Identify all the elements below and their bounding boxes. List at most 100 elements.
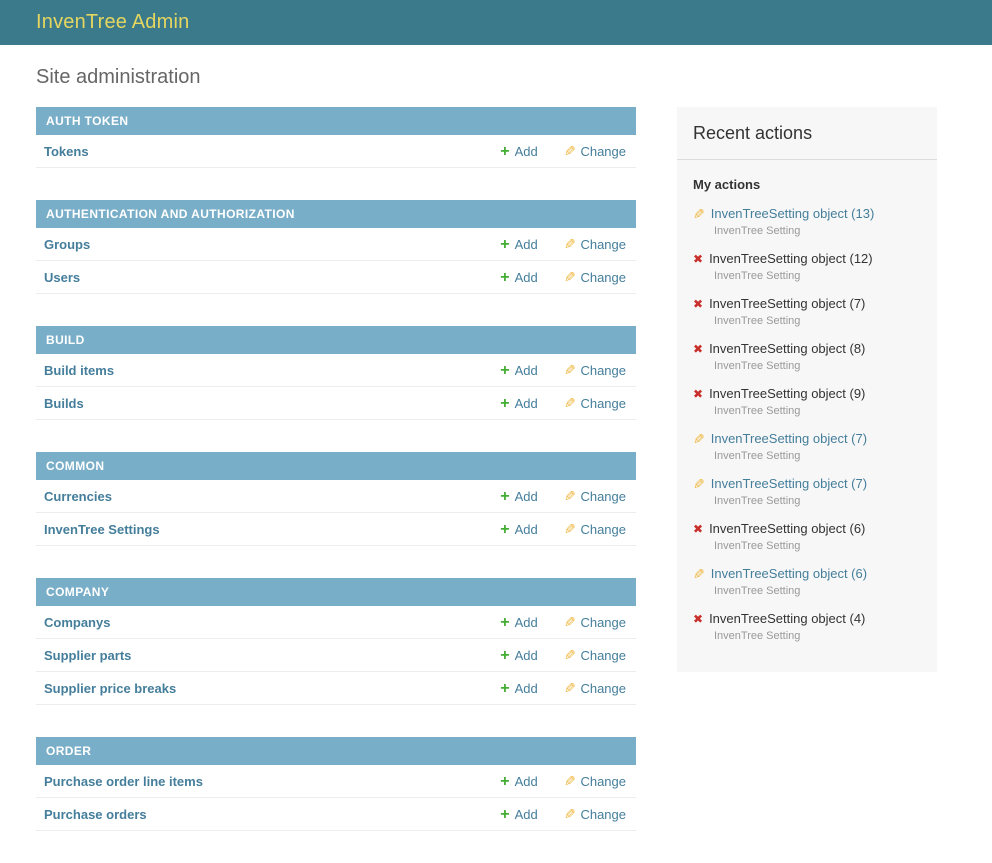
model-row: Build items + Add ✎ Change <box>36 354 636 387</box>
model-link[interactable]: Companys <box>44 614 111 630</box>
recent-action-link[interactable]: InvenTreeSetting object (13) <box>710 206 875 221</box>
model-link[interactable]: Purchase orders <box>44 806 147 822</box>
model-row: Purchase orders + Add ✎ Change <box>36 798 636 831</box>
add-label: Add <box>514 269 538 285</box>
add-link[interactable]: + Add <box>500 773 537 789</box>
change-label: Change <box>580 773 626 789</box>
recent-action-item: ✎ InvenTreeSetting object (7) InvenTree Se… <box>693 476 921 508</box>
change-link[interactable]: ✎ Change <box>563 142 626 159</box>
add-link[interactable]: + Add <box>500 679 537 697</box>
recent-action-link[interactable]: InvenTreeSetting object (6) <box>710 566 868 581</box>
pencil-icon: ✎ <box>693 430 705 447</box>
change-link[interactable]: ✎ Change <box>564 236 626 252</box>
change-link[interactable]: ✎ Change <box>563 805 626 822</box>
model-link[interactable]: Builds <box>44 395 84 411</box>
recent-actions-list: ✎ InvenTreeSetting object (13) InvenTree S… <box>693 206 921 643</box>
recent-action-item: ✖ InvenTreeSetting object (8) InvenTree Se… <box>693 341 921 372</box>
pencil-icon: ✎ <box>563 520 576 537</box>
delete-icon: ✖ <box>693 296 704 311</box>
recent-action-line: ✖ InvenTreeSetting object (9) <box>693 386 921 402</box>
change-link[interactable]: ✎ Change <box>564 395 626 411</box>
delete-icon: ✖ <box>693 386 704 401</box>
add-link[interactable]: + Add <box>500 521 537 537</box>
recent-action-item: ✖ InvenTreeSetting object (7) InvenTree Se… <box>693 296 921 327</box>
model-link[interactable]: Users <box>44 269 81 285</box>
pencil-icon: ✎ <box>563 142 576 159</box>
recent-action-object-type: InvenTree Setting <box>714 405 801 417</box>
model-link[interactable]: Purchase order line items <box>44 773 203 789</box>
recent-action-link[interactable]: InvenTreeSetting object (7) <box>710 476 868 491</box>
change-label: Change <box>580 236 626 252</box>
recent-action-link[interactable]: InvenTreeSetting object (7) <box>710 431 868 446</box>
module-caption: ORDER <box>36 737 636 765</box>
add-link[interactable]: + Add <box>500 614 537 630</box>
change-link[interactable]: ✎ Change <box>564 647 626 663</box>
app-module: COMPANY Companys + Add ✎ Change Supplier parts… <box>36 578 636 705</box>
row-actions: + Add ✎ Change <box>500 142 626 160</box>
recent-action-object-type: InvenTree Setting <box>714 495 801 507</box>
plus-icon: + <box>500 361 510 379</box>
change-label: Change <box>580 488 626 504</box>
model-link[interactable]: InvenTree Settings <box>44 521 160 537</box>
plus-icon: + <box>500 679 510 697</box>
row-actions: + Add ✎ Change <box>500 395 626 412</box>
page-title: Site administration <box>36 66 201 88</box>
model-link[interactable]: Build items <box>44 362 115 378</box>
change-link[interactable]: ✎ Change <box>563 613 626 630</box>
recent-action-item: ✎ InvenTreeSetting object (6) InvenTree Se… <box>693 565 921 598</box>
change-link[interactable]: ✎ Change <box>564 773 626 789</box>
add-link[interactable]: + Add <box>500 236 538 252</box>
add-link[interactable]: + Add <box>500 268 538 286</box>
model-row: Supplier parts + Add ✎ Change <box>36 639 636 672</box>
app-module: AUTHENTICATION AND AUTHORIZATION Groups + A… <box>36 200 636 294</box>
admin-header: InvenTree Admin <box>0 0 992 45</box>
recent-action-item: ✎ InvenTreeSetting object (13) InvenTree S… <box>693 206 921 238</box>
app-module: COMMON Currencies + Add ✎ Change InvenTree Set… <box>36 452 636 546</box>
change-link[interactable]: ✎ Change <box>564 362 626 378</box>
module-caption: AUTH TOKEN <box>36 107 636 135</box>
model-row: Currencies + Add ✎ Change <box>36 480 636 513</box>
add-label: Add <box>514 362 538 378</box>
add-link[interactable]: + Add <box>500 395 537 411</box>
recent-action-object-type: InvenTree Setting <box>714 360 801 372</box>
recent-action-item: ✖ InvenTreeSetting object (6) InvenTree Se… <box>693 521 921 552</box>
recent-actions-body: My actions ✎ InvenTreeSetting object (13)… <box>677 160 937 672</box>
recent-action-object-type: InvenTree Setting <box>714 270 801 282</box>
add-link[interactable]: + Add <box>500 488 537 504</box>
recent-action-line: ✖ InvenTreeSetting object (12) <box>693 251 921 267</box>
row-actions: + Add ✎ Change <box>500 236 626 253</box>
add-link[interactable]: + Add <box>500 806 537 822</box>
row-actions: + Add ✎ Change <box>500 613 626 631</box>
change-link[interactable]: ✎ Change <box>563 520 626 537</box>
pencil-icon: ✎ <box>693 565 705 582</box>
add-link[interactable]: + Add <box>500 361 538 379</box>
pencil-icon: ✎ <box>563 613 576 630</box>
recent-action-item: ✖ InvenTreeSetting object (12) InvenTree S… <box>693 251 921 282</box>
app-module: ORDER Purchase order line items + Add ✎ Chang… <box>36 737 636 831</box>
add-link[interactable]: + Add <box>500 143 537 159</box>
pencil-icon: ✎ <box>563 805 576 822</box>
add-link[interactable]: + Add <box>500 647 537 663</box>
recent-action-item: ✎ InvenTreeSetting object (7) InvenTree Se… <box>693 430 921 463</box>
site-brand-link[interactable]: InvenTree Admin <box>36 11 190 33</box>
change-link[interactable]: ✎ Change <box>564 488 626 504</box>
change-label: Change <box>580 647 626 663</box>
row-actions: + Add ✎ Change <box>500 361 626 379</box>
model-link[interactable]: Currencies <box>44 488 112 504</box>
model-link[interactable]: Groups <box>44 236 91 252</box>
model-link[interactable]: Tokens <box>44 143 89 159</box>
model-row: Users + Add ✎ Change <box>36 261 636 294</box>
change-link[interactable]: ✎ Change <box>564 269 626 285</box>
recent-action-line: ✖ InvenTreeSetting object (8) <box>693 341 921 357</box>
model-row: InvenTree Settings + Add ✎ Change <box>36 513 636 546</box>
model-link[interactable]: Supplier price breaks <box>44 680 177 696</box>
add-label: Add <box>514 236 538 252</box>
recent-action-object-type: InvenTree Setting <box>714 585 801 597</box>
row-actions: + Add ✎ Change <box>500 488 626 505</box>
recent-action-label: InvenTreeSetting object (4) <box>709 611 866 626</box>
model-link[interactable]: Supplier parts <box>44 647 132 663</box>
recent-action-label: InvenTreeSetting object (7) <box>709 296 866 311</box>
delete-icon: ✖ <box>693 341 704 356</box>
plus-icon: + <box>500 268 510 286</box>
change-link[interactable]: ✎ Change <box>564 680 626 696</box>
